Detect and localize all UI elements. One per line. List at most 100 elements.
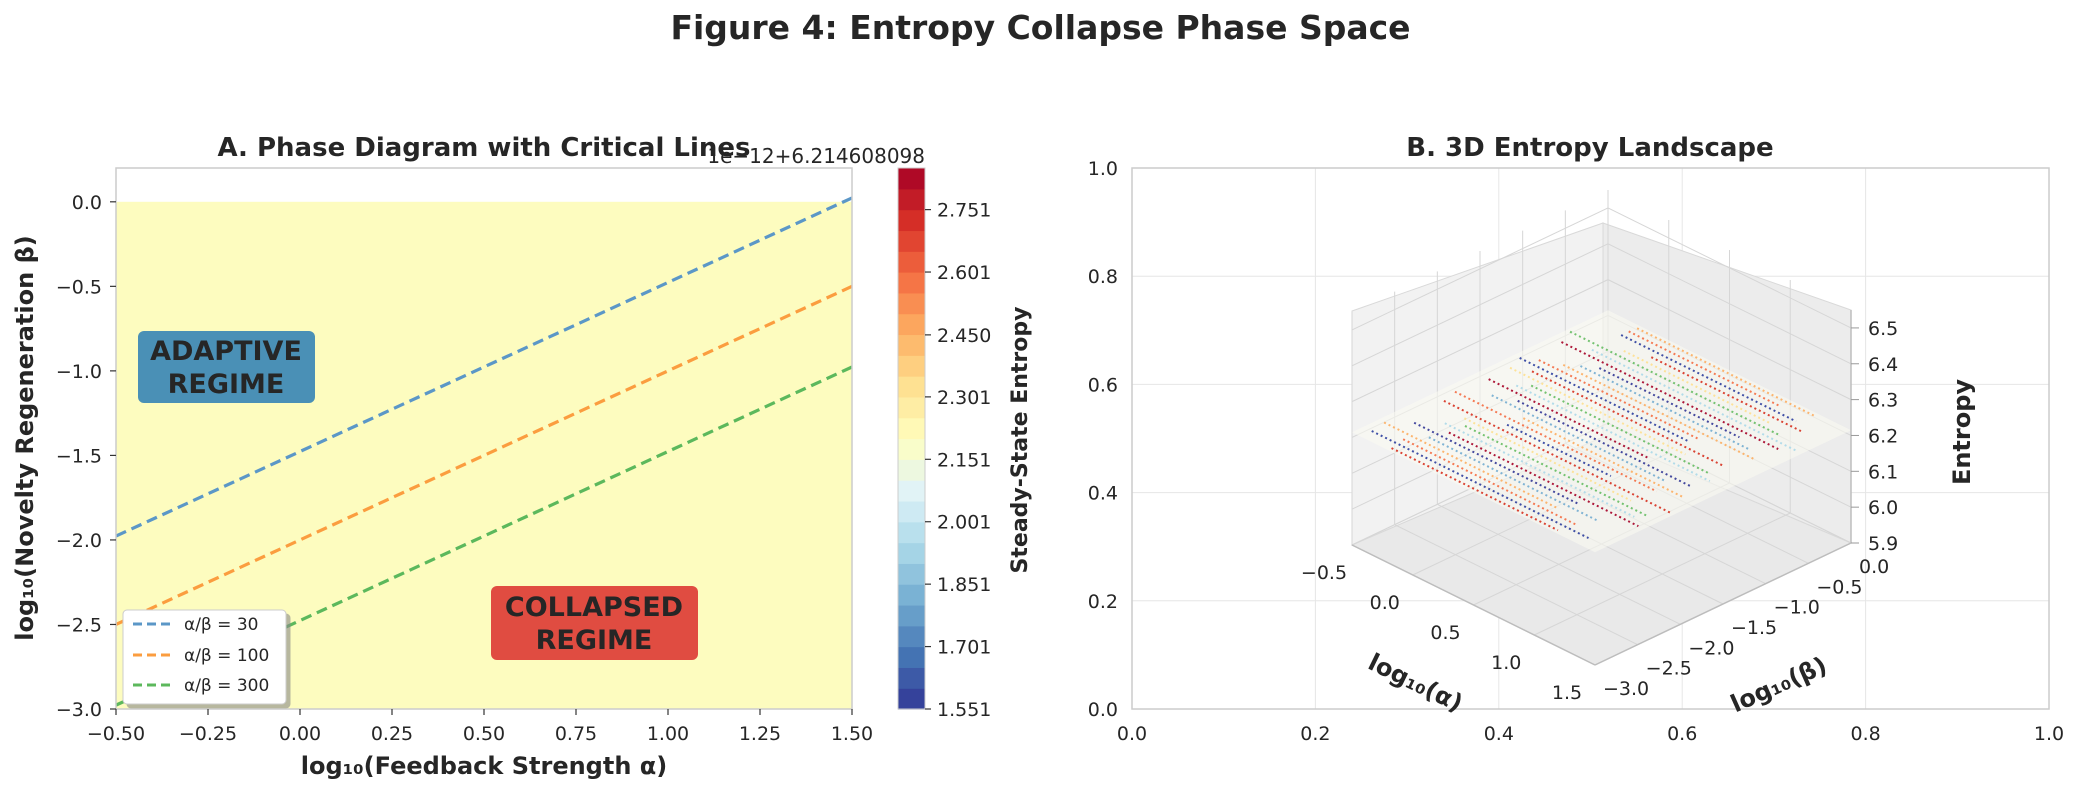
legend-box (122, 609, 287, 705)
surface-strand (1491, 394, 1665, 482)
y3d-tick-label: −1.0 (1774, 597, 1820, 619)
surface-strand (1444, 422, 1635, 518)
panel-b-zlabel: Entropy (1948, 379, 1976, 485)
colorbar-level (898, 417, 925, 440)
x-tick-label: 1.50 (831, 723, 873, 745)
surface-strand (1636, 327, 1816, 418)
legend-label-100: α/β = 100 (184, 646, 269, 666)
x3d-tick-label: 1.0 (1491, 652, 1521, 674)
colorbar-level (898, 667, 925, 689)
surface-plane (1352, 310, 1851, 553)
y-tick-label: −2.0 (56, 530, 102, 552)
surface-strand (1530, 384, 1711, 475)
colorbar-tick-label: 2.001 (937, 512, 991, 534)
surface-strand (1598, 367, 1740, 439)
colorbar-level (898, 646, 925, 668)
z3d-tick-label: 6.0 (1868, 497, 1898, 519)
pane-grid-line (1351, 207, 1852, 331)
colorbar-level (898, 272, 925, 294)
colorbar-frame (897, 167, 926, 710)
x3d-tick-label: 1.5 (1552, 682, 1582, 704)
panel-a-title: A. Phase Diagram with Critical Lines (217, 133, 750, 163)
x-tick-label: 1.00 (647, 723, 689, 745)
y3d-tick-label: −2.5 (1646, 658, 1692, 680)
surface-strand (1531, 370, 1725, 467)
colorbar-tick-label: 2.301 (937, 387, 991, 409)
figure-title: Figure 4: Entropy Collapse Phase Space (670, 8, 1411, 47)
adaptive-regime-annotation: ADAPTIVE REGIME (138, 331, 315, 403)
outer-y-tick-label: 0.4 (1088, 483, 1118, 505)
surface-strand (1402, 438, 1578, 526)
colorbar-level (898, 188, 925, 211)
colorbar-tick-label: 2.751 (937, 200, 991, 222)
outer-y-tick-label: 0.6 (1088, 374, 1118, 396)
panel-a-x-ticks: −0.50 −0.25 0.00 0.25 0.50 0.75 1.00 1.25 1.50 (87, 709, 873, 745)
colorbar-level (898, 521, 925, 544)
colorbar-level (898, 209, 925, 232)
x-tick-label: 1.25 (739, 723, 781, 745)
y-tick-label: −1.5 (56, 445, 102, 467)
y-tick-label: −3.0 (56, 699, 102, 721)
legend-label-30: α/β = 30 (184, 615, 258, 635)
collapsed-regime-line-1: COLLAPSED (505, 592, 683, 623)
y3d-tick-label: 0.0 (1859, 556, 1889, 578)
panel-a-ylabel: log₁₀(Novelty Regeneration β) (11, 235, 39, 640)
colorbar-level (898, 355, 925, 377)
colorbar-label: Steady-State Entropy (1008, 307, 1033, 574)
z3d-tick-label: 6.2 (1868, 425, 1898, 447)
adaptive-regime-box (138, 331, 315, 403)
outer-y-tick-label: 0.2 (1088, 591, 1118, 613)
z3d-tick-label: 5.9 (1868, 533, 1898, 555)
surface-strand (1579, 365, 1751, 451)
y3d-tick-label: −2.0 (1688, 637, 1734, 659)
y3d-tick-label: −3.0 (1603, 678, 1649, 700)
surface-strand (1562, 363, 1756, 461)
3d-axes: −0.50.00.51.01.50.0−0.5−1.0−1.5−2.0−2.5−… (1301, 190, 1898, 704)
colorbar-level (898, 584, 925, 606)
colorbar-level (898, 500, 925, 523)
colorbar-level (898, 292, 925, 315)
outer-x-tick-label: 0.4 (1484, 723, 1514, 745)
adaptive-regime-line-1: ADAPTIVE (150, 336, 302, 367)
outer-y-tick-label: 0.0 (1088, 699, 1118, 721)
outer-y-tick-label: 1.0 (1088, 158, 1118, 180)
collapsed-regime-annotation: COLLAPSED REGIME (491, 586, 698, 660)
surface-strand (1464, 425, 1648, 517)
panel-b-title: B. 3D Entropy Landscape (1406, 133, 1773, 163)
outer-x-tick-label: 0.8 (1850, 723, 1880, 745)
x-tick-label: 0.75 (555, 723, 597, 745)
colorbar-level (898, 542, 925, 564)
colorbar-level (898, 251, 925, 273)
x-tick-label: −0.25 (179, 723, 237, 745)
panel-a-y-ticks: −3.0 −2.5 −2.0 −1.5 −1.0 −0.5 0.0 (56, 192, 116, 721)
surface-strand (1569, 330, 1780, 437)
surface-strand (1371, 430, 1589, 539)
colorbar-level (898, 313, 925, 336)
z3d-tick-label: 6.1 (1868, 461, 1898, 483)
x-tick-label: −0.50 (87, 723, 145, 745)
surface-strand (1428, 436, 1600, 523)
z3d-tick-label: 6.4 (1868, 354, 1898, 376)
surface-strand (1413, 421, 1580, 506)
surface-strand (1383, 421, 1558, 509)
panel-b-ylabel: log₁₀(β) (1726, 651, 1831, 718)
y3d-tick-label: −1.5 (1731, 617, 1777, 639)
x-tick-label: 0.25 (371, 723, 413, 745)
surface-strand (1515, 384, 1711, 482)
outer-x-tick-label: 1.0 (2034, 723, 2064, 745)
outer-y-tick-label: 0.8 (1088, 266, 1118, 288)
colorbar-level (898, 563, 925, 585)
colorbar-level (898, 376, 925, 398)
colorbar-tick-label: 1.551 (937, 699, 991, 721)
collapsed-regime-box (491, 586, 698, 660)
colorbar-tick-label: 1.701 (937, 637, 991, 659)
outer-x-tick-label: 0.6 (1667, 723, 1697, 745)
x3d-tick-label: 0.5 (1430, 622, 1460, 644)
panel-a-xlabel: log₁₀(Feedback Strength α) (301, 752, 667, 780)
surface-strand (1517, 399, 1692, 488)
x-tick-label: 0.50 (463, 723, 505, 745)
panel-a-legend: α/β = 30 α/β = 100 α/β = 300 (122, 609, 287, 705)
pane-grid-line (1351, 279, 1852, 403)
colorbar-level (898, 168, 925, 190)
